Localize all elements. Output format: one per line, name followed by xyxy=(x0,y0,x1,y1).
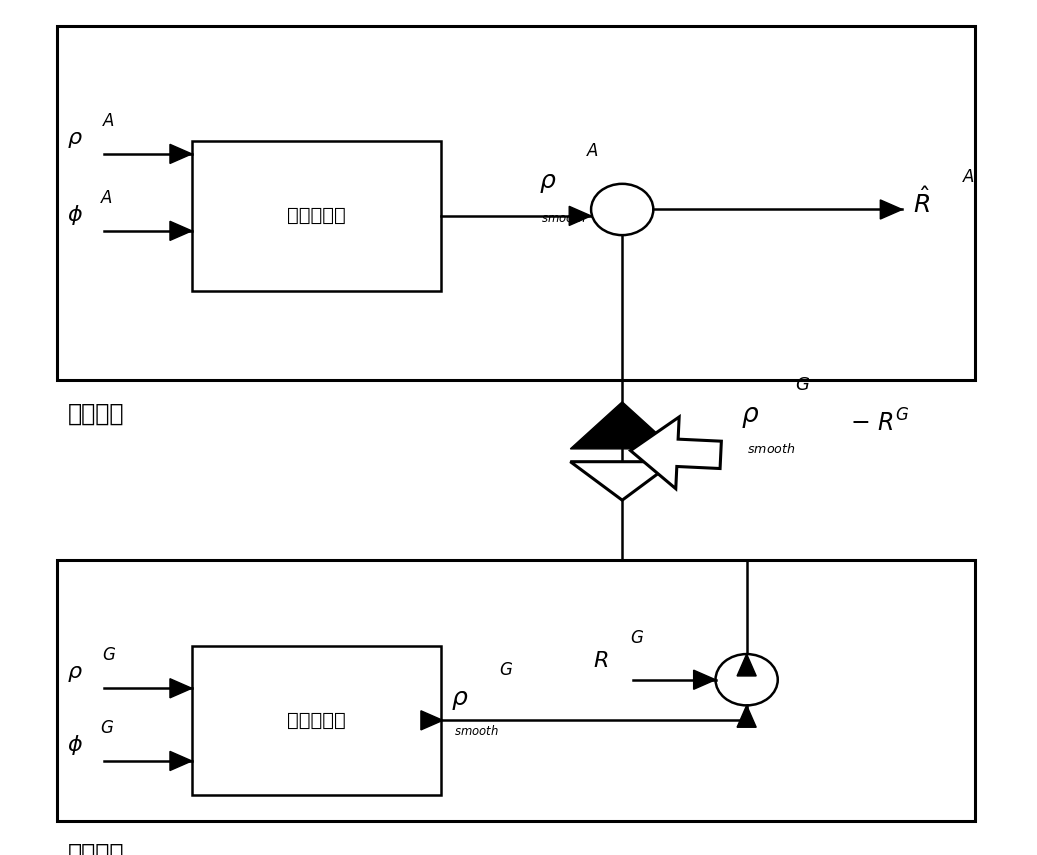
Text: $\rho$: $\rho$ xyxy=(741,404,760,429)
Bar xyxy=(57,560,975,821)
Text: $\rho$: $\rho$ xyxy=(67,130,83,150)
Text: $_{smooth}$: $_{smooth}$ xyxy=(454,720,499,739)
Text: $A$: $A$ xyxy=(100,189,113,207)
Bar xyxy=(57,26,975,380)
Circle shape xyxy=(591,184,653,235)
Text: $-\ R^G$: $-\ R^G$ xyxy=(850,410,909,436)
Text: $\rho$: $\rho$ xyxy=(539,170,557,194)
Text: $\rho$: $\rho$ xyxy=(67,664,83,684)
Polygon shape xyxy=(570,462,674,500)
Polygon shape xyxy=(570,402,674,449)
Polygon shape xyxy=(737,654,756,676)
Polygon shape xyxy=(421,711,443,730)
Polygon shape xyxy=(170,752,192,770)
Polygon shape xyxy=(170,144,192,163)
Text: $\rho$: $\rho$ xyxy=(451,687,469,711)
Bar xyxy=(192,646,441,795)
Text: $\hat{R}$: $\hat{R}$ xyxy=(913,187,930,218)
Text: $A$: $A$ xyxy=(962,168,976,186)
Text: $\phi$: $\phi$ xyxy=(67,203,83,227)
Text: −: − xyxy=(723,666,739,687)
Text: $A$: $A$ xyxy=(586,142,599,160)
Text: 平滑滤波器: 平滑滤波器 xyxy=(287,206,345,226)
Text: 地面系统: 地面系统 xyxy=(67,842,123,855)
Text: 空中系统: 空中系统 xyxy=(67,402,123,426)
Text: $_{smooth}$: $_{smooth}$ xyxy=(747,438,795,457)
Text: $G$: $G$ xyxy=(499,661,513,679)
Polygon shape xyxy=(170,221,192,240)
Bar xyxy=(192,141,441,291)
Text: $R$: $R$ xyxy=(593,652,609,671)
Polygon shape xyxy=(569,206,591,226)
Text: $G$: $G$ xyxy=(795,375,811,393)
Circle shape xyxy=(716,654,778,705)
Text: +: + xyxy=(617,188,634,208)
Text: $\phi$: $\phi$ xyxy=(67,733,83,757)
Polygon shape xyxy=(880,200,902,219)
Text: $G$: $G$ xyxy=(100,719,114,737)
Text: $G$: $G$ xyxy=(102,646,116,664)
Text: 平滑滤波器: 平滑滤波器 xyxy=(287,711,345,730)
Polygon shape xyxy=(737,705,756,728)
Polygon shape xyxy=(694,670,716,689)
Text: −: − xyxy=(598,203,615,224)
Polygon shape xyxy=(170,679,192,698)
Text: $A$: $A$ xyxy=(102,112,115,130)
Text: $_{smooth}$: $_{smooth}$ xyxy=(541,207,586,226)
Text: $G$: $G$ xyxy=(630,629,645,647)
Text: +: + xyxy=(741,681,758,701)
Polygon shape xyxy=(630,417,722,489)
